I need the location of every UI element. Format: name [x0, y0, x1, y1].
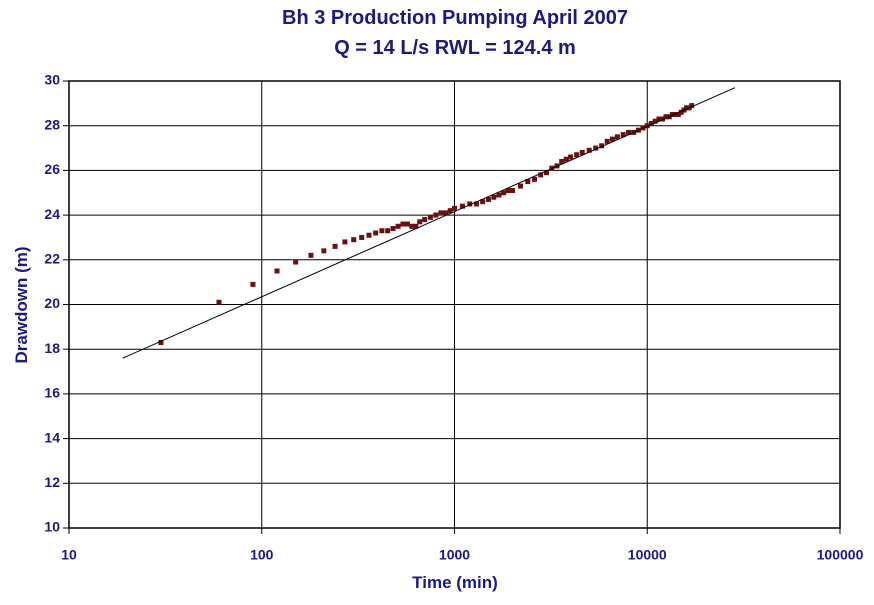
x-tick-label: 100	[250, 547, 274, 563]
x-tick-label: 1000	[439, 547, 470, 563]
data-point	[385, 228, 391, 234]
data-point	[543, 170, 549, 176]
data-point	[644, 123, 650, 129]
data-point	[452, 205, 457, 211]
data-point	[342, 239, 348, 245]
data-point	[409, 223, 415, 229]
data-point	[332, 243, 338, 249]
data-point	[491, 194, 497, 200]
data-point	[620, 132, 626, 138]
data-point	[518, 183, 524, 189]
data-point	[510, 188, 516, 194]
data-point	[531, 176, 537, 182]
data-point	[158, 339, 164, 345]
chart-subtitle: Q = 14 L/s RWL = 124.4 m	[334, 37, 576, 59]
y-tick-label: 20	[44, 295, 60, 311]
y-tick-label: 24	[44, 206, 60, 222]
data-point	[390, 226, 396, 232]
data-point	[614, 134, 620, 140]
data-point	[525, 179, 531, 185]
data-point	[404, 221, 410, 227]
data-point	[359, 234, 365, 240]
data-point	[593, 145, 599, 151]
y-tick-label: 18	[44, 340, 60, 356]
data-point	[433, 212, 439, 218]
data-point	[443, 210, 449, 216]
data-point	[216, 299, 222, 305]
data-point	[413, 223, 419, 229]
data-point	[447, 208, 453, 214]
data-point	[417, 219, 423, 225]
data-point	[505, 188, 511, 194]
y-tick-label: 12	[44, 474, 60, 490]
data-point	[689, 103, 695, 109]
data-point	[669, 112, 675, 118]
y-tick-label: 14	[44, 429, 60, 445]
data-point	[574, 152, 580, 158]
plot-frame	[68, 80, 841, 529]
data-point	[579, 150, 585, 156]
data-point	[427, 214, 433, 220]
data-point	[395, 223, 401, 229]
data-point	[604, 138, 610, 144]
y-tick-label: 30	[44, 72, 60, 88]
data-point	[609, 136, 615, 142]
data-point	[480, 199, 486, 205]
data-point	[274, 268, 280, 274]
data-point	[663, 114, 669, 120]
x-tick-label: 10000	[628, 547, 667, 563]
x-tick-label: 10	[61, 547, 77, 563]
chart-title: Bh 3 Production Pumping April 2007	[282, 7, 628, 29]
data-point	[293, 259, 299, 265]
data-point	[599, 143, 605, 149]
data-point	[400, 221, 406, 227]
data-point	[379, 228, 385, 234]
y-tick-label: 10	[44, 519, 60, 535]
data-point	[675, 112, 681, 118]
data-point	[308, 252, 314, 258]
data-point	[496, 192, 502, 198]
data-point	[321, 248, 327, 254]
y-tick-label: 16	[44, 385, 60, 401]
data-point	[652, 118, 658, 124]
data-point	[250, 281, 256, 287]
data-point	[473, 201, 479, 207]
data-point	[366, 232, 372, 238]
data-point	[538, 172, 544, 178]
data-point	[485, 196, 491, 202]
data-point	[559, 158, 565, 164]
x-axis-label: Time (min)	[412, 573, 498, 592]
data-point	[678, 109, 684, 115]
y-tick-label: 28	[44, 116, 60, 132]
data-point	[373, 230, 379, 236]
data-point	[422, 217, 428, 223]
data-point	[351, 237, 357, 243]
data-point	[467, 201, 473, 207]
data-point	[648, 120, 654, 126]
data-point	[438, 210, 444, 216]
data-point	[586, 147, 592, 153]
y-tick-label: 26	[44, 161, 60, 177]
data-point	[656, 116, 662, 122]
fit-line	[122, 87, 736, 359]
x-tick-label: 100000	[817, 547, 864, 563]
data-point	[459, 203, 465, 209]
y-axis-label: Drawdown (m)	[12, 246, 31, 363]
data-point	[563, 156, 569, 162]
y-tick-label: 22	[44, 251, 60, 267]
data-point	[626, 129, 632, 135]
data-point	[684, 105, 690, 111]
data-point	[501, 190, 507, 196]
data-point	[568, 154, 574, 160]
data-point	[660, 116, 666, 122]
